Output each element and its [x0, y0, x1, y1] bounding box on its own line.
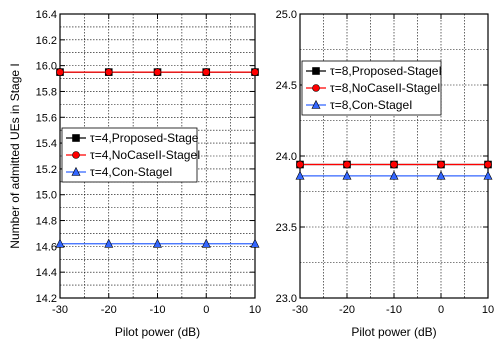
x-tick-label: 0	[203, 304, 209, 316]
legend-item: τ=8,Con-StageI	[306, 98, 412, 112]
y-tick-label: 15.6	[36, 112, 57, 124]
x-tick-label: -30	[292, 304, 308, 316]
x-tick-label: 10	[482, 304, 494, 316]
y-tick-label: 14.6	[36, 241, 57, 253]
series-1	[56, 68, 259, 76]
y-tick-label: 24.0	[276, 151, 297, 163]
legend-marker	[312, 84, 320, 92]
legend-label: τ=4,Con-StageI	[90, 165, 172, 179]
x-tick-label: 10	[249, 304, 261, 316]
legend-item: τ=8,NoCaseII-StageI	[306, 81, 440, 95]
y-tick-label: 25.0	[276, 9, 297, 21]
data-point	[483, 170, 493, 180]
data-point	[343, 160, 351, 169]
legend-item: τ=8,Proposed-StageI	[306, 64, 442, 78]
right-panel: -30 -20 -10 0 10 23.0 23.5 24.0 24.5 25.0 Pilot po…	[276, 9, 495, 339]
legend-marker	[71, 166, 81, 176]
data-point	[55, 238, 65, 248]
x-tick-label: 0	[438, 304, 444, 316]
x-tick-label: -20	[101, 304, 117, 316]
left-panel: -30 -20 -10 0 10 14.2 14.4 14.6 14.8 15.0 15.2 15.4…	[8, 9, 261, 339]
data-point	[251, 68, 259, 76]
data-point	[250, 238, 260, 248]
legend: τ=8,Proposed-StageI τ=8,NoCaseII-StageI τ=…	[301, 60, 442, 116]
data-point	[389, 170, 399, 180]
data-point	[484, 160, 492, 169]
data-point	[390, 160, 398, 169]
y-tick-label: 14.4	[36, 267, 57, 279]
series-2	[295, 170, 493, 180]
legend-label: τ=8,Con-StageI	[330, 98, 412, 112]
legend-item: τ=4,Con-StageI	[66, 165, 172, 179]
legend-marker	[72, 134, 80, 142]
legend-marker	[312, 67, 320, 75]
y-tick-label: 23.0	[276, 293, 297, 305]
y-tick-label: 14.2	[36, 293, 57, 305]
y-tick-label: 14.8	[36, 216, 57, 228]
legend-item: τ=4,NoCaseII-StageI	[66, 148, 200, 162]
data-point	[201, 238, 211, 248]
data-point	[437, 160, 445, 169]
legend-marker	[311, 99, 321, 109]
legend-label: τ=8,NoCaseII-StageI	[330, 81, 440, 95]
series-2	[55, 238, 260, 248]
y-tick-label: 24.5	[276, 80, 297, 92]
data-point	[296, 160, 304, 169]
data-point	[153, 68, 162, 76]
legend-label: τ=4,NoCaseII-StageI	[90, 148, 200, 162]
y-axis-label: Number of admitted UEs in Stage I	[8, 63, 22, 248]
grid-lines	[300, 14, 488, 298]
legend-label: τ=4,Proposed-Stage	[90, 131, 199, 145]
x-tick-label: -10	[150, 304, 166, 316]
y-tick-label: 16.0	[36, 61, 57, 73]
data-point	[104, 68, 113, 76]
x-tick-label: -30	[52, 304, 68, 316]
x-axis-label: Pilot power (dB)	[351, 325, 436, 339]
y-tick-label: 15.0	[36, 190, 57, 202]
y-tick-label: 15.8	[36, 86, 57, 98]
legend-marker	[72, 151, 80, 159]
data-point	[342, 170, 352, 180]
x-axis-label: Pilot power (dB)	[115, 325, 200, 339]
data-point	[436, 170, 446, 180]
y-tick-label: 23.5	[276, 222, 297, 234]
legend-item: τ=4,Proposed-Stage	[66, 131, 199, 145]
data-point	[295, 170, 305, 180]
y-tick-label: 15.2	[36, 164, 57, 176]
data-point	[56, 68, 64, 76]
legend: τ=4,Proposed-Stage τ=4,NoCaseII-StageI τ=4…	[61, 127, 200, 183]
series-1	[296, 160, 492, 169]
y-tick-label: 16.2	[36, 35, 57, 47]
y-tick-label: 16.4	[36, 9, 57, 21]
data-point	[202, 68, 211, 76]
data-point	[104, 238, 114, 248]
legend-label: τ=8,Proposed-StageI	[330, 64, 442, 78]
x-tick-label: -10	[386, 304, 402, 316]
data-point	[153, 238, 162, 248]
y-tick-label: 15.4	[36, 138, 57, 150]
x-tick-label: -20	[339, 304, 355, 316]
